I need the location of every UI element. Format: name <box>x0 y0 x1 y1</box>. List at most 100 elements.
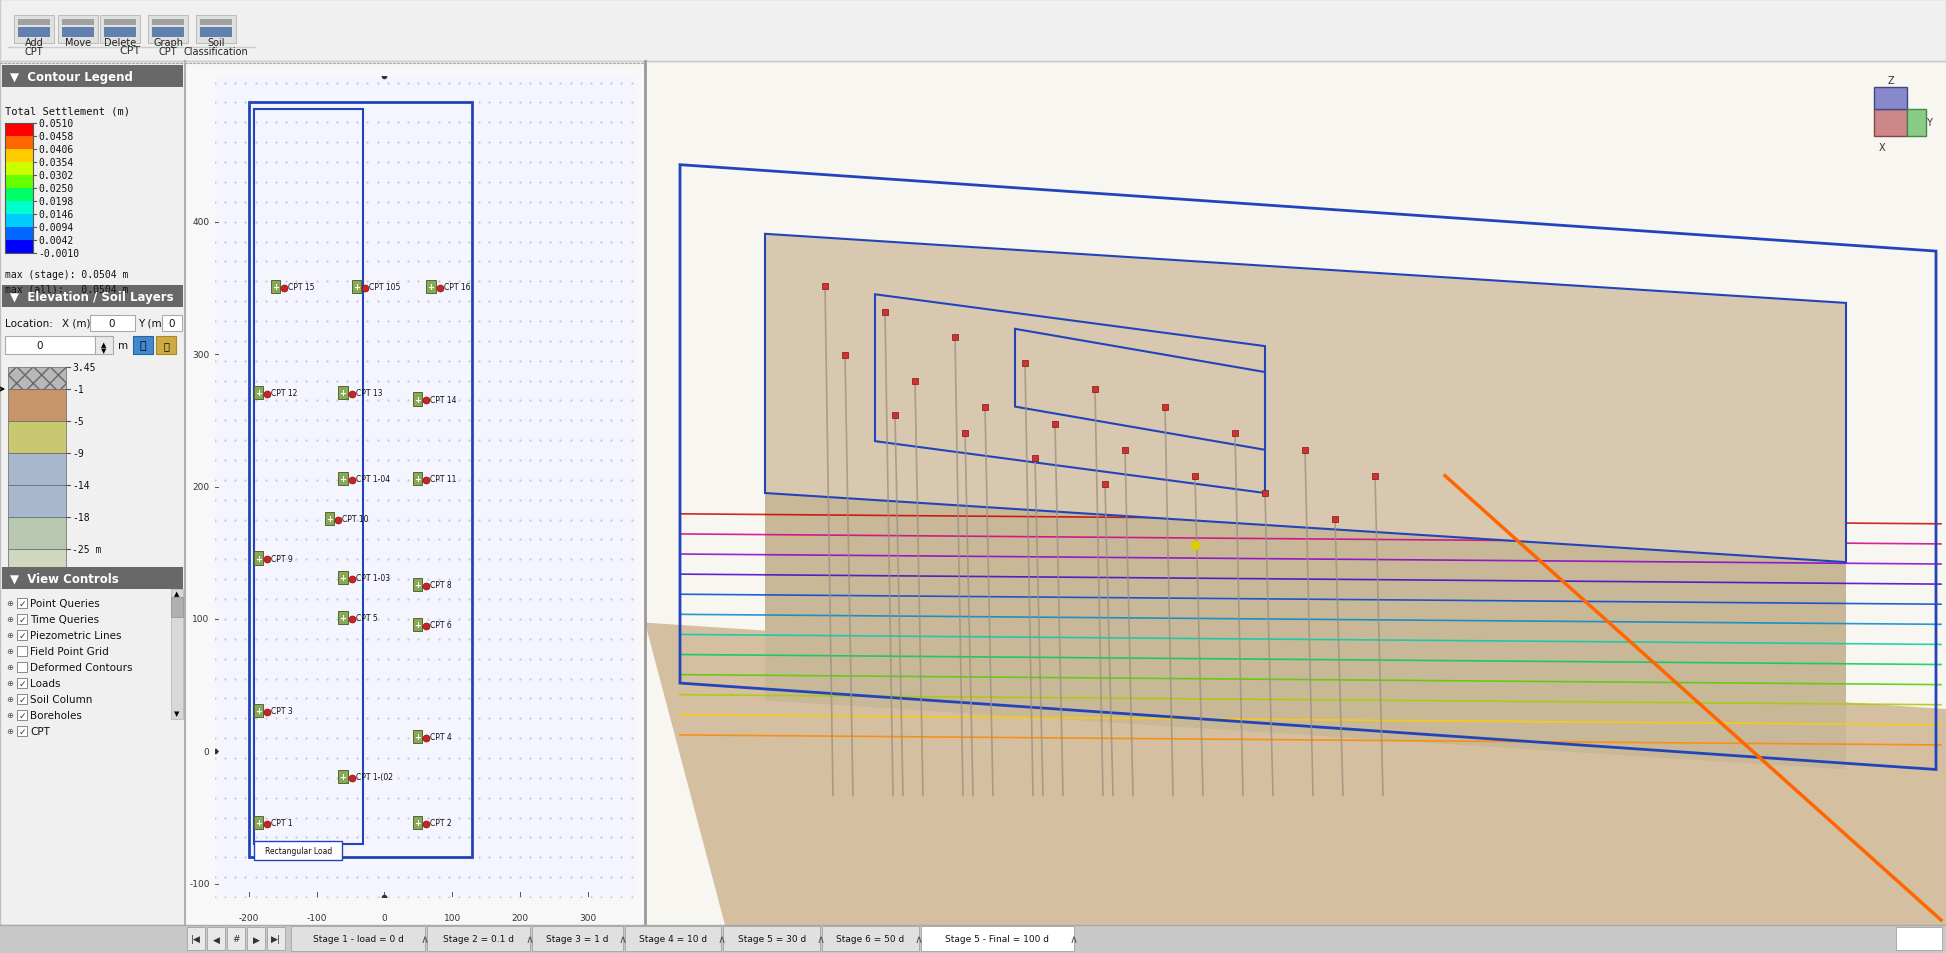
Text: -1: -1 <box>72 385 84 395</box>
Text: Y: Y <box>1927 118 1932 128</box>
Polygon shape <box>876 295 1265 494</box>
Text: CPT 13: CPT 13 <box>356 389 383 397</box>
Bar <box>2 66 183 88</box>
Text: ▲: ▲ <box>101 341 107 348</box>
Text: ⊕: ⊕ <box>6 711 14 720</box>
Text: 0.0146: 0.0146 <box>39 210 74 220</box>
Bar <box>325 512 335 525</box>
Text: 200: 200 <box>512 913 529 922</box>
Text: CPT 10: CPT 10 <box>342 515 370 523</box>
Text: -18: -18 <box>72 513 90 522</box>
Text: 0.0198: 0.0198 <box>39 196 74 207</box>
Text: Move: Move <box>64 38 91 48</box>
Text: ✓: ✓ <box>18 695 25 703</box>
Text: 0: 0 <box>381 913 387 922</box>
Text: 0.0354: 0.0354 <box>39 158 74 168</box>
Text: 0.0458: 0.0458 <box>39 132 74 142</box>
Text: CPT 1-(02: CPT 1-(02 <box>356 772 393 781</box>
Bar <box>413 473 422 486</box>
Bar <box>18 710 27 720</box>
Bar <box>18 615 27 624</box>
Text: #: # <box>232 935 239 943</box>
Text: Field Point Grid: Field Point Grid <box>29 646 109 657</box>
Text: 0.0250: 0.0250 <box>39 184 74 193</box>
Text: +: + <box>414 475 420 483</box>
Polygon shape <box>765 234 1847 562</box>
Bar <box>152 20 185 26</box>
Bar <box>185 62 644 925</box>
Bar <box>413 730 422 743</box>
Text: CPT: CPT <box>160 47 177 57</box>
Bar <box>339 387 348 399</box>
Bar <box>823 926 919 951</box>
Bar <box>228 927 245 950</box>
Bar <box>162 315 183 332</box>
Bar <box>14 16 54 44</box>
Text: Stage 4 = 10 d: Stage 4 = 10 d <box>638 935 706 943</box>
Bar <box>426 926 529 951</box>
Bar <box>339 572 348 585</box>
Bar <box>6 162 33 175</box>
Text: 0: 0 <box>169 318 175 329</box>
Text: Stage 5 = 30 d: Stage 5 = 30 d <box>738 935 806 943</box>
Text: 3.45: 3.45 <box>72 363 95 373</box>
Text: ▼  View Controls: ▼ View Controls <box>10 572 119 585</box>
Bar <box>6 189 33 202</box>
Text: ∧: ∧ <box>420 934 428 944</box>
Text: 0.0042: 0.0042 <box>39 235 74 246</box>
Text: Location:: Location: <box>6 318 53 329</box>
Bar <box>292 926 424 951</box>
Text: +: + <box>327 515 333 523</box>
Bar <box>724 926 819 951</box>
Text: Add: Add <box>25 38 43 48</box>
Text: CPT: CPT <box>29 726 51 737</box>
Text: +: + <box>428 283 434 292</box>
Text: ⊕: ⊕ <box>6 662 14 672</box>
Bar <box>6 150 33 163</box>
Bar <box>6 175 33 189</box>
Text: 300: 300 <box>580 913 595 922</box>
Bar <box>413 817 422 830</box>
Text: CPT 105: CPT 105 <box>370 283 401 292</box>
Text: ⊕: ⊕ <box>6 598 14 608</box>
Text: ✓: ✓ <box>18 615 25 624</box>
Bar <box>2 567 183 589</box>
Bar <box>0 0 1946 62</box>
Text: 0.0406: 0.0406 <box>39 145 74 154</box>
Text: +: + <box>414 620 420 629</box>
Bar <box>18 695 27 704</box>
Text: Soil: Soil <box>208 38 224 48</box>
Bar <box>197 16 235 44</box>
Bar <box>6 336 95 355</box>
Text: CPT 15: CPT 15 <box>288 283 315 292</box>
Text: +: + <box>339 574 346 582</box>
Bar <box>249 103 473 858</box>
Bar <box>6 227 33 241</box>
Text: ⊕: ⊕ <box>6 727 14 736</box>
Text: 300: 300 <box>193 350 210 359</box>
Text: max (all):   0.0504 m: max (all): 0.0504 m <box>6 284 128 294</box>
Text: Stage 1 - load = 0 d: Stage 1 - load = 0 d <box>313 935 403 943</box>
Text: ▼  Contour Legend: ▼ Contour Legend <box>10 71 132 84</box>
Text: 🖨: 🖨 <box>140 340 146 351</box>
Bar <box>8 368 66 390</box>
Bar <box>0 62 185 925</box>
Text: +: + <box>339 772 346 781</box>
Text: Classification: Classification <box>183 47 249 57</box>
Text: +: + <box>339 389 346 397</box>
Text: +: + <box>272 283 278 292</box>
Text: CPT 9: CPT 9 <box>270 554 294 563</box>
Text: ✓: ✓ <box>18 727 25 736</box>
Bar <box>267 927 284 950</box>
Text: CPT 1-04: CPT 1-04 <box>356 475 389 483</box>
Text: +: + <box>414 733 420 741</box>
Bar <box>1895 927 1942 950</box>
Text: -200: -200 <box>239 913 259 922</box>
Bar <box>625 926 722 951</box>
Bar <box>920 926 1074 951</box>
Bar <box>6 124 33 253</box>
Text: +: + <box>255 706 263 715</box>
Text: ▼: ▼ <box>175 710 179 717</box>
Bar <box>171 598 183 618</box>
Text: ▶|: ▶| <box>270 935 280 943</box>
